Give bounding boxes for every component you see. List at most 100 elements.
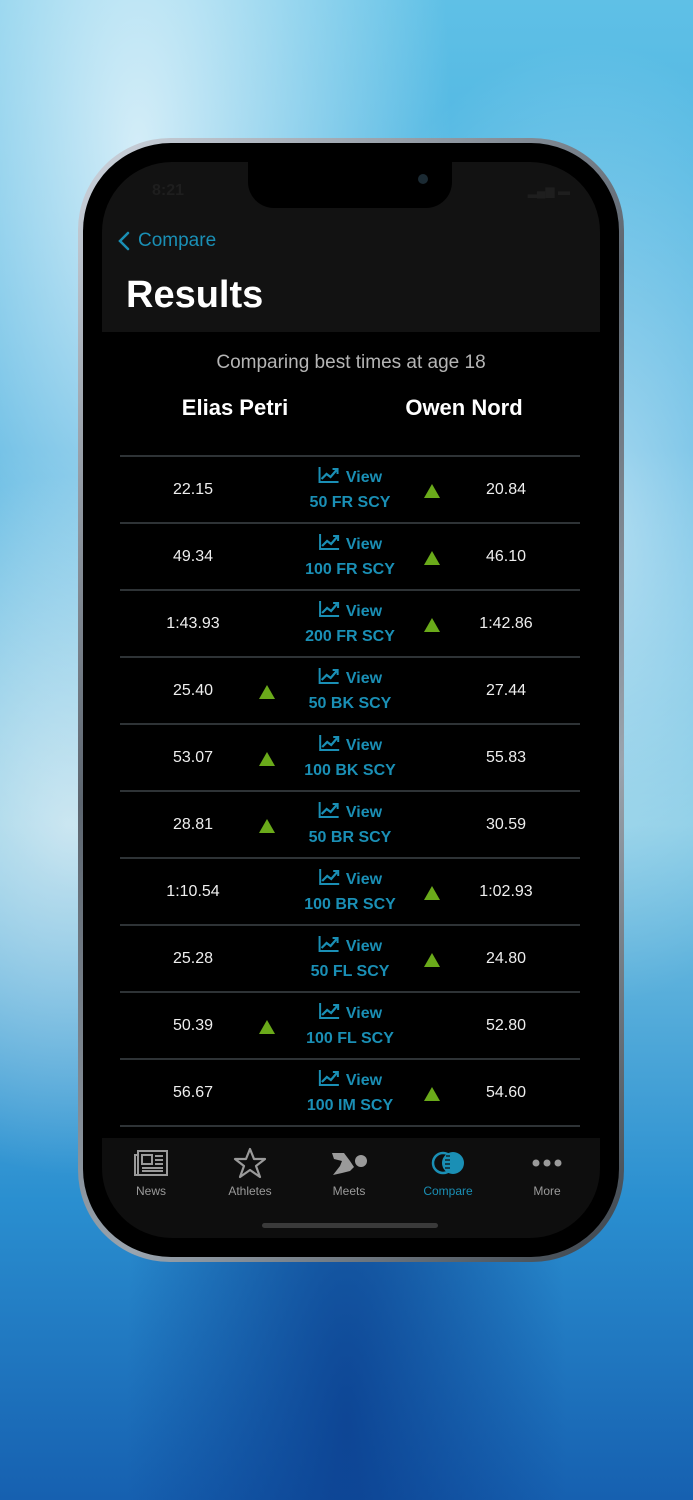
- app-screen: 8:21 ▂▄▆ ▬ Compare Results Comparing bes…: [102, 162, 600, 1238]
- view-event-button[interactable]: View 50 BR SCY: [308, 800, 392, 850]
- view-label: View: [345, 469, 383, 486]
- right-time: 1:02.93: [479, 883, 533, 900]
- result-row: 49.34 View 100 FR SCY 46.10: [120, 524, 580, 591]
- chart-line-icon: [318, 534, 339, 550]
- better-arrow-icon: [424, 551, 440, 565]
- better-arrow-icon: [424, 1087, 440, 1101]
- tab-label: Athletes: [228, 1184, 272, 1198]
- event-name: 50 BR SCY: [308, 829, 392, 846]
- better-arrow-icon: [424, 886, 440, 900]
- tab-athletes[interactable]: Athletes: [205, 1146, 295, 1198]
- event-name: 200 FR SCY: [305, 628, 395, 645]
- left-time: 22.15: [172, 481, 214, 498]
- chart-line-icon: [318, 802, 339, 818]
- right-time: 1:42.86: [479, 615, 533, 632]
- chart-line-icon: [318, 668, 339, 684]
- left-time: 1:43.93: [166, 615, 220, 632]
- camera: [418, 174, 428, 184]
- chart-line-icon: [318, 467, 339, 483]
- left-time: 50.39: [172, 1017, 214, 1034]
- phone-bezel: 8:21 ▂▄▆ ▬ Compare Results Comparing bes…: [83, 143, 619, 1257]
- compare-circles-icon: [403, 1146, 493, 1180]
- view-event-button[interactable]: View 50 FL SCY: [310, 934, 390, 984]
- newspaper-icon: [106, 1146, 196, 1180]
- view-label: View: [345, 670, 383, 687]
- chart-line-icon: [318, 936, 339, 952]
- better-arrow-icon: [259, 819, 275, 833]
- result-row: 50.39 View 100 FL SCY 52.80: [120, 993, 580, 1060]
- chart-line-icon: [318, 1070, 339, 1086]
- event-name: 50 FL SCY: [310, 963, 390, 980]
- event-name: 100 IM SCY: [306, 1097, 394, 1114]
- better-arrow-icon: [259, 685, 275, 699]
- back-label: Compare: [138, 230, 217, 251]
- chart-line-icon: [318, 869, 339, 885]
- better-arrow-icon: [424, 953, 440, 967]
- athlete-right-name: Owen Nord: [405, 395, 523, 420]
- tab-label: Compare: [423, 1184, 473, 1198]
- home-indicator[interactable]: [262, 1223, 438, 1228]
- status-icons: ▂▄▆ ▬: [527, 184, 570, 198]
- tab-more[interactable]: More: [502, 1146, 592, 1198]
- view-label: View: [345, 804, 383, 821]
- view-label: View: [345, 536, 383, 553]
- tab-label: More: [533, 1184, 561, 1198]
- view-event-button[interactable]: View 100 FR SCY: [305, 532, 395, 582]
- result-row: 1:43.93 View 200 FR SCY 1:42.86: [120, 591, 580, 658]
- right-time: 30.59: [485, 816, 527, 833]
- status-time: 8:21: [152, 182, 185, 199]
- view-label: View: [345, 1005, 383, 1022]
- view-event-button[interactable]: View 100 IM SCY: [307, 1068, 393, 1118]
- star-icon: [205, 1146, 295, 1180]
- chart-line-icon: [318, 1003, 339, 1019]
- view-label: View: [345, 603, 383, 620]
- chevron-left-icon: [118, 231, 130, 251]
- result-row: 1:10.54 View 100 BR SCY 1:02.93: [120, 859, 580, 926]
- left-time: 25.28: [172, 950, 214, 967]
- view-label: View: [345, 737, 383, 754]
- notch: [248, 162, 452, 208]
- better-arrow-icon: [259, 752, 275, 766]
- view-event-button[interactable]: View 100 FL SCY: [306, 1001, 394, 1051]
- tab-label: Meets: [332, 1184, 366, 1198]
- page-title: Results: [126, 274, 264, 316]
- event-name: 100 FR SCY: [305, 561, 395, 578]
- right-time: 27.44: [485, 682, 527, 699]
- better-arrow-icon: [424, 484, 440, 498]
- view-event-button[interactable]: View 100 BR SCY: [304, 867, 396, 917]
- chart-line-icon: [318, 601, 339, 617]
- view-event-button[interactable]: View 50 BK SCY: [309, 666, 391, 716]
- left-time: 25.40: [172, 682, 214, 699]
- right-time: 52.80: [485, 1017, 527, 1034]
- tab-label: News: [135, 1184, 166, 1198]
- result-row: 25.28 View 50 FL SCY 24.80: [120, 926, 580, 993]
- right-time: 54.60: [485, 1084, 527, 1101]
- event-name: 100 FL SCY: [306, 1030, 394, 1047]
- right-time: 46.10: [485, 548, 527, 565]
- left-time: 1:10.54: [166, 883, 220, 900]
- tab-news[interactable]: News: [106, 1146, 196, 1198]
- better-arrow-icon: [424, 618, 440, 632]
- tab-bar: News Athletes Meets Compare More: [102, 1138, 600, 1238]
- chart-line-icon: [318, 735, 339, 751]
- view-event-button[interactable]: View 50 FR SCY: [309, 465, 391, 515]
- tab-meets[interactable]: Meets: [304, 1146, 394, 1198]
- right-time: 20.84: [485, 481, 527, 498]
- tab-compare[interactable]: Compare: [403, 1146, 493, 1198]
- view-event-button[interactable]: View 200 FR SCY: [305, 599, 395, 649]
- results-table: 22.15 View 50 FR SCY 20.84 49.34 View 100 F…: [120, 455, 580, 1127]
- better-arrow-icon: [259, 1020, 275, 1034]
- view-label: View: [345, 1072, 383, 1089]
- event-name: 100 BR SCY: [304, 896, 396, 913]
- result-row: 25.40 View 50 BK SCY 27.44: [120, 658, 580, 725]
- right-time: 55.83: [485, 749, 527, 766]
- result-row: 53.07 View 100 BK SCY 55.83: [120, 725, 580, 792]
- comparison-subtitle: Comparing best times at age 18: [216, 352, 486, 373]
- view-label: View: [345, 871, 383, 888]
- back-button[interactable]: Compare: [118, 230, 216, 252]
- view-event-button[interactable]: View 100 BK SCY: [304, 733, 396, 783]
- event-name: 50 FR SCY: [309, 494, 391, 511]
- left-time: 28.81: [172, 816, 214, 833]
- view-label: View: [345, 938, 383, 955]
- phone-frame: 8:21 ▂▄▆ ▬ Compare Results Comparing bes…: [78, 138, 624, 1262]
